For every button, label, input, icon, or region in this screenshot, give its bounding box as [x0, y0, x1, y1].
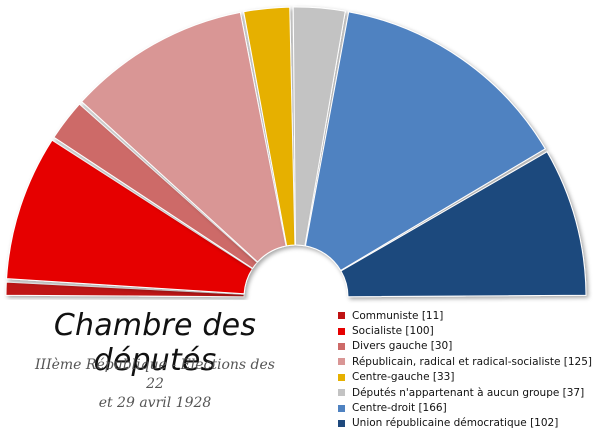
legend-item: Députés n'appartenant à aucun groupe [37…: [338, 385, 592, 400]
subtitle-line-1: IIIème République - Elections des 22: [35, 357, 275, 392]
chart-subtitle: IIIème République - Elections des 22 et …: [30, 356, 280, 413]
legend-label: Divers gauche [30]: [352, 340, 453, 353]
legend-swatch: [338, 373, 345, 381]
subtitle-line-2: et 29 avril 1928: [98, 395, 212, 411]
chart-title: Chambre des députés: [53, 308, 257, 378]
legend-label: Socialiste [100]: [352, 325, 434, 338]
wedge-centre-droit: [304, 11, 546, 272]
legend-swatch: [338, 389, 345, 397]
legend-item: Divers gauche [30]: [338, 339, 592, 354]
legend-swatch: [338, 419, 345, 427]
wedge-divers-gauche: [53, 103, 258, 270]
wedge-communiste: [5, 281, 245, 298]
wedge-r-publicain-radical-et-radical-socialiste: [81, 11, 287, 263]
legend-label: Centre-droit [166]: [352, 402, 447, 415]
legend-swatch: [338, 312, 345, 320]
legend-item: Socialiste [100]: [338, 323, 592, 338]
legend-swatch: [338, 358, 345, 366]
legend-item: Républicain, radical et radical-socialis…: [338, 354, 592, 369]
legend-label: Députés n'appartenant à aucun groupe [37…: [352, 386, 585, 399]
legend-swatch: [338, 404, 345, 412]
legend-label: Républicain, radical et radical-socialis…: [352, 355, 592, 368]
hemicycle-wedges: [5, 6, 587, 298]
legend-item: Union républicaine démocratique [102]: [338, 416, 592, 431]
wedge-d-put-s-n-appartenant-aucun-groupe: [292, 6, 346, 247]
legend-label: Union républicaine démocratique [102]: [352, 417, 559, 430]
legend-label: Communiste [11]: [352, 309, 444, 322]
legend-item: Communiste [11]: [338, 308, 592, 323]
legend-item: Centre-gauche [33]: [338, 370, 592, 385]
chart-legend: Communiste [11] Socialiste [100] Divers ga…: [338, 308, 592, 431]
legend-swatch: [338, 342, 345, 350]
wedge-socialiste: [6, 139, 253, 295]
wedge-union-r-publicaine-d-mocratique: [340, 151, 587, 298]
legend-label: Centre-gauche [33]: [352, 371, 455, 384]
legend-item: Centre-droit [166]: [338, 400, 592, 415]
legend-swatch: [338, 327, 345, 335]
wedge-centre-gauche: [243, 6, 296, 247]
